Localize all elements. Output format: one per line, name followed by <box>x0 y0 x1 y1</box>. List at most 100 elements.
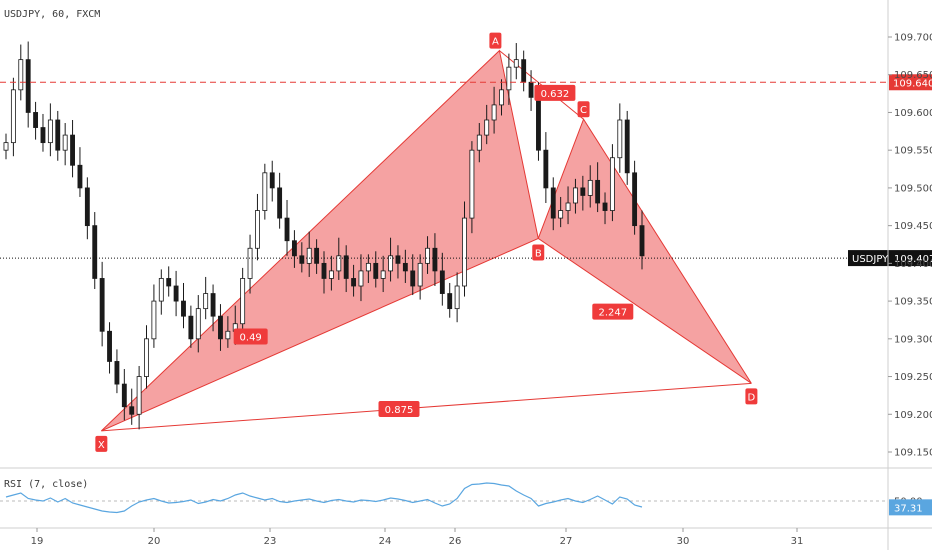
candle-body <box>129 406 135 415</box>
candle-body <box>284 217 290 242</box>
x-tick-label: 31 <box>791 536 804 547</box>
candle-body <box>47 119 53 144</box>
point-label-d-bg <box>745 388 758 405</box>
point-label-b-bg <box>532 244 545 261</box>
candle-body <box>388 255 393 272</box>
point-label-x: X <box>98 440 105 451</box>
point-label-a-bg <box>489 32 502 49</box>
y-tick-label: 109.400 <box>894 259 932 270</box>
candle-body <box>99 278 105 332</box>
last-price-text: 109.407 <box>894 254 932 265</box>
candle-body <box>513 59 519 68</box>
candle-body <box>3 142 9 151</box>
candle-body <box>40 127 46 144</box>
x-tick-label: 30 <box>677 536 690 547</box>
ratio-label: 0.49 <box>240 333 262 344</box>
y-tick-label: 109.600 <box>894 108 932 119</box>
candle-body <box>247 247 253 279</box>
candle-body <box>262 172 268 211</box>
y-tick-label: 109.350 <box>894 297 932 308</box>
candle-body <box>580 187 586 196</box>
candle-body <box>417 262 423 287</box>
ratio-label: 0.875 <box>385 405 414 416</box>
candle-body <box>269 172 275 189</box>
candle-body <box>380 270 386 279</box>
candle-body <box>158 278 164 302</box>
candle-body <box>114 361 120 385</box>
candle-body <box>173 285 179 302</box>
candle-body <box>25 59 31 113</box>
candle-body <box>595 179 601 204</box>
candle-body <box>144 338 149 377</box>
rsi-series-line <box>5 482 643 514</box>
candle-body <box>543 149 549 189</box>
candle-body <box>617 119 623 159</box>
candle-body <box>195 308 201 340</box>
candle-body <box>277 187 283 219</box>
y-tick-label: 109.650 <box>894 70 932 81</box>
candle-body <box>624 119 630 174</box>
point-label-b: B <box>535 248 542 259</box>
ratio-label-bg <box>534 84 576 101</box>
candle-body <box>602 202 608 211</box>
candle-body <box>70 134 75 166</box>
x-tick-label: 19 <box>31 536 44 547</box>
candle-body <box>587 179 593 196</box>
x-tick-label: 20 <box>148 536 161 547</box>
rsi-value-tag <box>889 499 932 516</box>
candle-body <box>136 376 142 415</box>
candle-body <box>240 278 246 325</box>
candle-body <box>528 81 534 98</box>
point-label-c-bg <box>577 101 590 118</box>
candle-body <box>632 172 638 227</box>
candle-body <box>92 225 98 279</box>
pattern-labels: X A B C D 0.49 0.632 2.247 0.875 <box>95 32 758 452</box>
candle-body <box>565 202 571 211</box>
y-tick-label: 109.300 <box>894 334 932 345</box>
candle-body <box>255 210 260 249</box>
candle-body <box>291 240 297 257</box>
candle-body <box>536 96 541 151</box>
ratio-label-bg <box>233 328 268 345</box>
price-lines: 109.640 USDJPY 109.407 <box>0 74 932 267</box>
candle-body <box>410 270 416 287</box>
candles-layer <box>3 41 645 430</box>
candle-body <box>299 255 305 264</box>
ratio-label-bg <box>592 303 634 320</box>
candle-body <box>10 89 16 144</box>
candle-body <box>18 59 24 91</box>
candle-body <box>210 293 216 317</box>
candle-body <box>121 383 127 408</box>
candle-body <box>639 225 645 257</box>
x-tick-label: 23 <box>264 536 277 547</box>
candle-body <box>151 300 157 340</box>
y-tick-label: 109.200 <box>894 410 932 421</box>
candle-body <box>469 149 475 219</box>
rsi-value-text: 37.31 <box>894 503 923 514</box>
candle-body <box>351 278 357 287</box>
ratio-label: 2.247 <box>598 308 627 319</box>
candle-body <box>188 315 194 340</box>
symbol-label: USDJPY, 60, FXCM <box>4 9 101 20</box>
pattern-triangle-bcd <box>537 118 752 384</box>
point-label-c: C <box>580 105 587 116</box>
y-tick-label: 109.450 <box>894 221 932 232</box>
pattern-line-xd <box>101 382 752 432</box>
candle-body <box>203 293 209 310</box>
candle-body <box>550 187 556 219</box>
candle-body <box>439 270 445 294</box>
candle-body <box>454 285 460 310</box>
x-tick-label: 26 <box>449 536 462 547</box>
y-tick-label: 109.250 <box>894 372 932 383</box>
candle-body <box>395 255 401 264</box>
candle-body <box>476 134 482 151</box>
candle-body <box>306 247 312 264</box>
candle-body <box>343 255 349 279</box>
candle-body <box>218 315 223 340</box>
harmonic-pattern[interactable] <box>101 49 752 432</box>
candle-body <box>328 270 334 279</box>
candle-body <box>506 66 512 91</box>
point-label-x-bg <box>95 435 108 452</box>
